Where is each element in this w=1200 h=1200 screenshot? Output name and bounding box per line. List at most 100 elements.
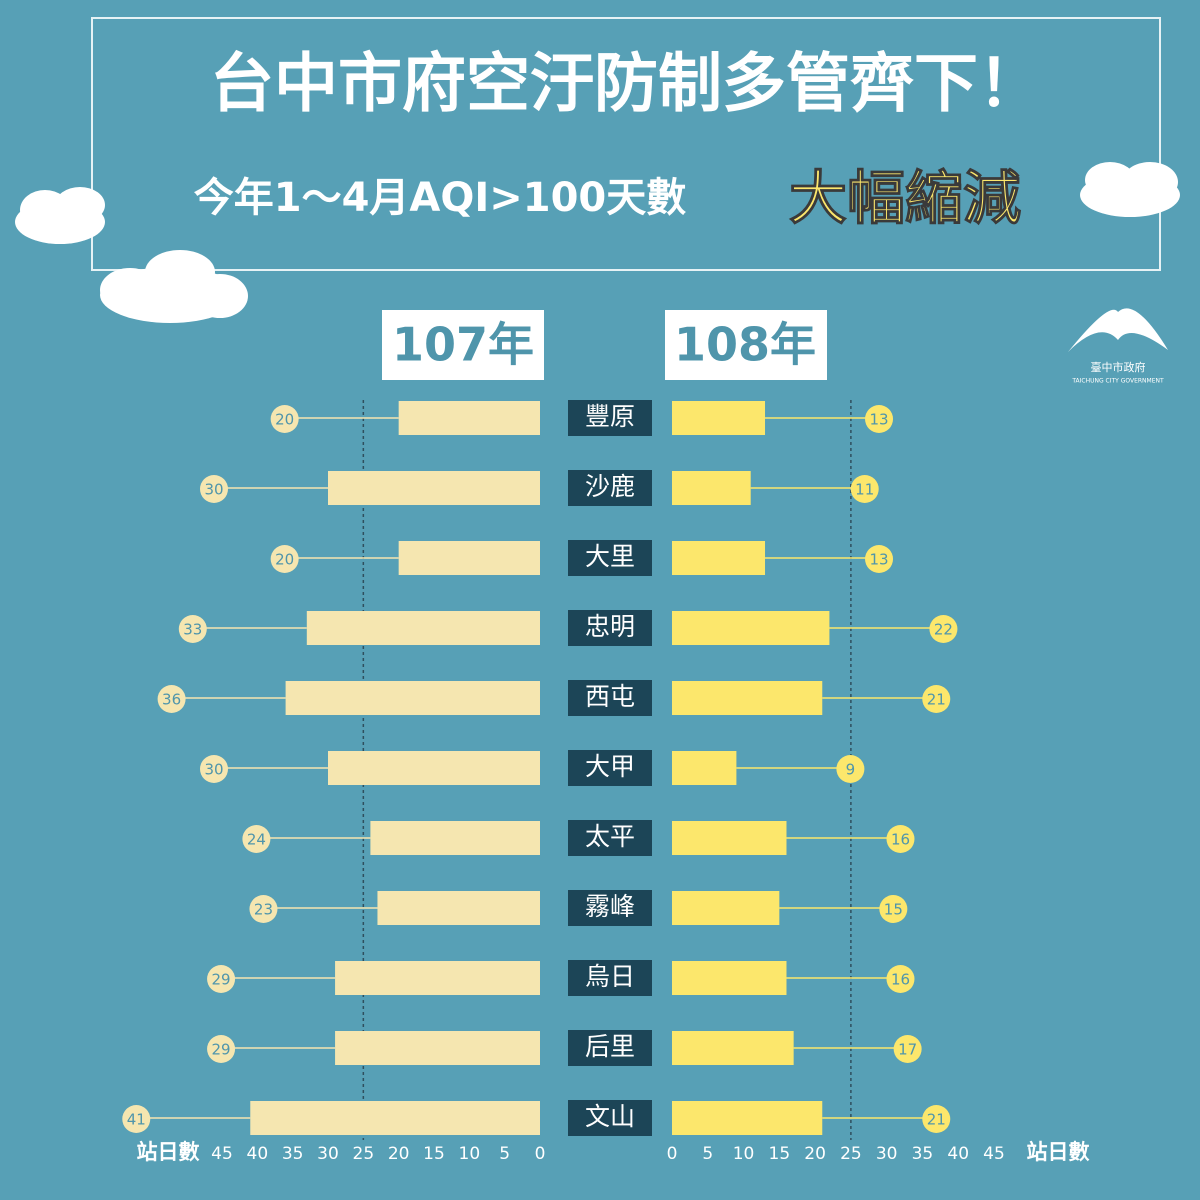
category-label: 霧峰 <box>585 892 635 921</box>
category-box <box>568 680 652 716</box>
bar <box>672 751 737 785</box>
category-label: 大里 <box>585 542 635 571</box>
value-label: 36 <box>162 691 181 709</box>
category-box <box>568 890 652 926</box>
category-label: 太平 <box>585 822 635 851</box>
x-axis-label: 站日數 <box>1027 1140 1090 1164</box>
x-tick-label: 10 <box>459 1144 481 1164</box>
legend-label: 107年 <box>392 318 534 372</box>
clouds <box>15 162 1180 323</box>
category-label: 后里 <box>585 1032 635 1061</box>
bar <box>672 821 787 855</box>
value-label: 21 <box>927 691 946 709</box>
chart-subtitle: 今年1～4月AQI>100天數 <box>194 175 687 221</box>
x-tick-label: 0 <box>535 1144 546 1164</box>
bar <box>285 681 540 715</box>
value-bubble <box>886 965 915 993</box>
chart-title: 台中市府空汙防制多管齊下！ <box>210 48 1042 122</box>
x-tick-label: 5 <box>499 1144 510 1164</box>
value-label: 13 <box>869 411 888 429</box>
bar <box>672 1101 823 1135</box>
x-tick-label: 25 <box>840 1144 862 1164</box>
highlight: 大幅縮減 <box>789 164 1021 232</box>
value-bubble <box>850 475 879 503</box>
value-label: 41 <box>127 1111 146 1129</box>
value-label: 30 <box>204 761 223 779</box>
value-bubble <box>879 895 908 923</box>
value-bubble <box>207 965 236 993</box>
x-tick-label: 30 <box>876 1144 898 1164</box>
x-tick-label: 10 <box>733 1144 755 1164</box>
value-bubble <box>922 1105 951 1133</box>
bar <box>306 611 540 645</box>
legend-box <box>382 310 544 380</box>
bar <box>672 471 751 505</box>
value-label: 20 <box>275 411 294 429</box>
value-label: 13 <box>869 551 888 569</box>
value-bubble <box>200 755 228 783</box>
value-bubble <box>207 1035 236 1063</box>
x-tick-label: 15 <box>423 1144 445 1164</box>
category-box <box>568 470 652 506</box>
x-tick-label: 25 <box>353 1144 375 1164</box>
x-tick-label: 35 <box>912 1144 934 1164</box>
value-label: 21 <box>927 1111 946 1129</box>
value-bubble <box>865 405 894 433</box>
value-bubble <box>865 545 894 573</box>
value-bubble <box>242 825 271 853</box>
category-box <box>568 540 652 576</box>
category-label: 大甲 <box>585 752 635 781</box>
value-label: 23 <box>254 901 273 919</box>
logo-subtitle: TAICHUNG CITY GOVERNMENT <box>1071 378 1164 385</box>
x-tick-label: 5 <box>702 1144 713 1164</box>
value-bubble <box>157 685 186 713</box>
value-bubble <box>893 1035 922 1063</box>
x-tick-label: 45 <box>211 1144 233 1164</box>
value-label: 17 <box>898 1041 917 1059</box>
x-tick-label: 15 <box>769 1144 791 1164</box>
value-bubble <box>886 825 915 853</box>
category-box <box>568 1100 652 1136</box>
bar <box>672 891 780 925</box>
value-label: 29 <box>212 1041 231 1059</box>
bar <box>672 961 787 995</box>
value-bubble <box>200 475 228 503</box>
legend-label: 108年 <box>674 318 816 372</box>
category-box <box>568 820 652 856</box>
category-box <box>568 1030 652 1066</box>
value-label: 20 <box>275 551 294 569</box>
bar <box>335 1031 540 1065</box>
bar <box>377 891 540 925</box>
category-box <box>568 750 652 786</box>
x-axis-label: 站日數 <box>137 1140 200 1164</box>
value-bubble <box>270 545 299 573</box>
x-tick-label: 45 <box>983 1144 1005 1164</box>
category-label: 烏日 <box>585 962 635 991</box>
value-label: 30 <box>204 481 223 499</box>
category-label: 豐原 <box>585 402 635 431</box>
bar <box>328 471 540 505</box>
category-label: 西屯 <box>585 682 635 711</box>
x-tick-label: 35 <box>282 1144 304 1164</box>
bar <box>672 681 823 715</box>
value-bubble <box>122 1105 151 1133</box>
bar <box>370 821 540 855</box>
value-bubble <box>922 685 951 713</box>
title-frame <box>91 17 1161 271</box>
x-tick-label: 20 <box>388 1144 410 1164</box>
value-label: 29 <box>212 971 231 989</box>
value-label: 11 <box>855 481 874 499</box>
x-tick-label: 30 <box>317 1144 339 1164</box>
category-label: 沙鹿 <box>585 472 635 501</box>
value-bubble <box>249 895 278 923</box>
value-bubble <box>178 615 207 643</box>
value-label: 16 <box>891 831 910 849</box>
value-label: 9 <box>846 761 856 779</box>
bar <box>335 961 540 995</box>
logo: 臺中市政府 TAICHUNG CITY GOVERNMENT <box>1068 308 1168 385</box>
x-tick-label: 40 <box>947 1144 969 1164</box>
bar <box>672 611 830 645</box>
value-label: 15 <box>884 901 903 919</box>
category-label: 文山 <box>585 1102 635 1131</box>
